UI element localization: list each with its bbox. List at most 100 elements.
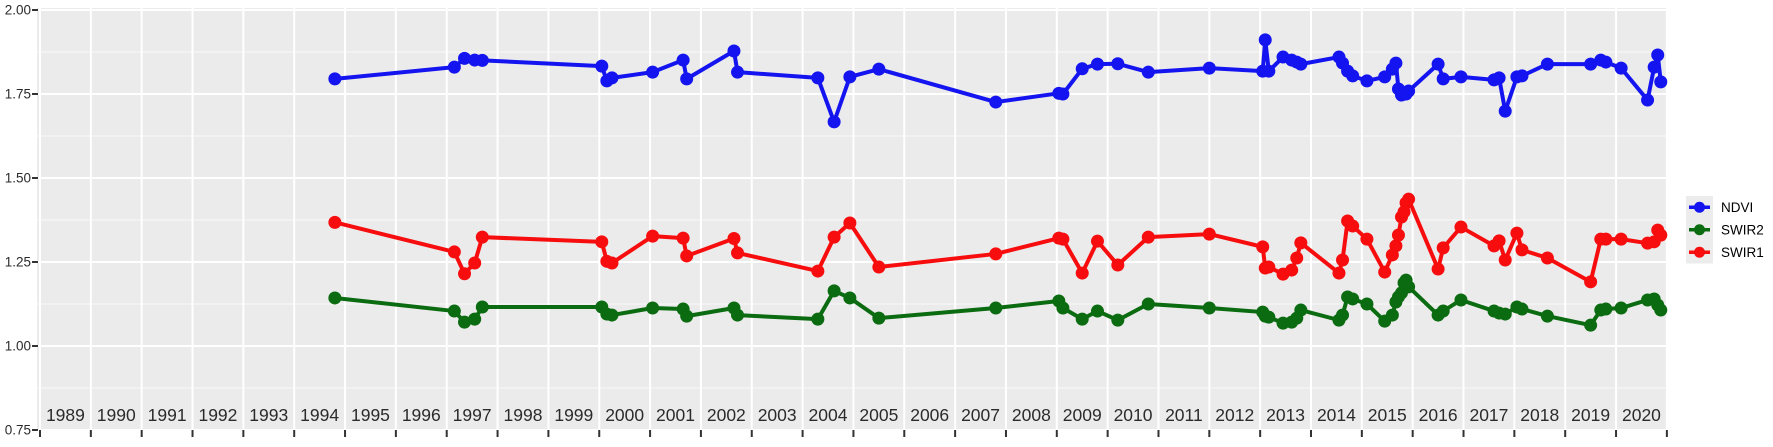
data-point-swir2 xyxy=(1360,297,1374,311)
data-point-ndvi xyxy=(1641,93,1655,107)
x-axis-year-label: 1992 xyxy=(198,405,237,425)
data-point-swir2 xyxy=(1454,293,1468,307)
data-point-swir1 xyxy=(1202,227,1216,241)
data-point-swir2 xyxy=(1402,280,1416,294)
data-point-ndvi xyxy=(1498,104,1512,118)
data-point-ndvi xyxy=(1346,69,1360,83)
x-axis-year-label: 1990 xyxy=(97,405,136,425)
y-axis-tick-label: 1.50 xyxy=(5,171,31,186)
data-point-swir1 xyxy=(1056,232,1070,246)
data-point-swir1 xyxy=(827,230,841,244)
y-axis-tick-label: 2.00 xyxy=(5,3,31,18)
data-point-ndvi xyxy=(1431,57,1445,71)
data-point-ndvi xyxy=(680,72,694,86)
data-point-swir1 xyxy=(1454,220,1468,234)
data-point-swir1 xyxy=(1599,232,1613,246)
data-point-swir2 xyxy=(1498,307,1512,321)
data-point-swir1 xyxy=(1402,192,1416,206)
data-point-ndvi xyxy=(1141,65,1155,79)
data-point-swir1 xyxy=(1391,228,1405,242)
x-axis-year-label: 2017 xyxy=(1469,405,1508,425)
data-point-swir1 xyxy=(811,264,825,278)
data-point-swir2 xyxy=(827,284,841,298)
data-point-ndvi xyxy=(605,71,619,85)
data-point-swir1 xyxy=(1111,258,1125,272)
y-axis-tick-label: 1.75 xyxy=(5,87,31,102)
data-point-swir2 xyxy=(680,309,694,323)
x-axis-year-label: 2004 xyxy=(809,405,848,425)
data-point-ndvi xyxy=(827,115,841,129)
data-point-swir1 xyxy=(731,246,745,260)
x-axis-year-label: 2008 xyxy=(1012,405,1051,425)
data-point-swir2 xyxy=(1614,301,1628,315)
x-axis-year-label: 1993 xyxy=(249,405,288,425)
data-point-swir2 xyxy=(872,311,886,325)
data-point-ndvi xyxy=(989,95,1003,109)
data-point-swir1 xyxy=(1515,243,1529,257)
x-axis-year-label: 2016 xyxy=(1419,405,1458,425)
x-axis-year-label: 2019 xyxy=(1571,405,1610,425)
data-point-swir1 xyxy=(1256,240,1270,254)
data-point-swir1 xyxy=(1141,230,1155,244)
data-point-ndvi xyxy=(1436,72,1450,86)
legend-label-swir2: SWIR2 xyxy=(1721,222,1764,237)
data-point-swir1 xyxy=(1436,241,1450,255)
data-point-ndvi xyxy=(1584,57,1598,71)
data-point-swir2 xyxy=(1056,301,1070,315)
data-point-swir2 xyxy=(1336,308,1350,322)
data-point-ndvi xyxy=(1056,87,1070,101)
data-point-swir1 xyxy=(1431,262,1445,276)
data-point-ndvi xyxy=(676,53,690,67)
x-axis-year-label: 1996 xyxy=(402,405,441,425)
data-point-ndvi xyxy=(458,51,472,65)
data-point-swir2 xyxy=(1202,301,1216,315)
data-point-swir1 xyxy=(989,247,1003,261)
data-point-swir2 xyxy=(1515,302,1529,316)
data-point-swir1 xyxy=(1090,234,1104,248)
x-axis-year-label: 2010 xyxy=(1114,405,1153,425)
x-axis-year-label: 1991 xyxy=(148,405,187,425)
data-point-ndvi xyxy=(646,65,660,79)
data-point-swir2 xyxy=(1090,304,1104,318)
data-point-swir2 xyxy=(475,300,489,314)
x-axis-year-label: 2002 xyxy=(707,405,746,425)
legend-label-swir1: SWIR1 xyxy=(1721,245,1764,260)
data-point-ndvi xyxy=(1111,57,1125,71)
x-axis-year-label: 2009 xyxy=(1063,405,1102,425)
x-axis-year-label: 1994 xyxy=(300,405,339,425)
data-point-swir1 xyxy=(447,245,461,259)
data-point-ndvi xyxy=(1647,60,1661,74)
data-point-swir1 xyxy=(872,260,886,274)
data-point-swir1 xyxy=(1584,275,1598,289)
x-axis-year-label: 1997 xyxy=(453,405,492,425)
data-point-swir2 xyxy=(1141,297,1155,311)
data-point-swir2 xyxy=(1599,302,1613,316)
x-axis-year-label: 2020 xyxy=(1622,405,1661,425)
data-point-ndvi xyxy=(1492,71,1506,85)
x-axis-year-label: 2005 xyxy=(859,405,898,425)
data-point-swir1 xyxy=(1654,228,1668,242)
data-point-swir2 xyxy=(731,308,745,322)
data-point-ndvi xyxy=(811,71,825,85)
data-point-swir1 xyxy=(1614,232,1628,246)
data-point-swir1 xyxy=(1294,236,1308,250)
data-point-swir1 xyxy=(595,235,609,249)
data-point-ndvi xyxy=(1090,57,1104,71)
x-axis-year-label: 1995 xyxy=(351,405,390,425)
x-axis-year-label: 2015 xyxy=(1368,405,1407,425)
data-point-ndvi xyxy=(1614,61,1628,75)
data-point-swir2 xyxy=(1294,303,1308,317)
data-point-swir2 xyxy=(1262,310,1276,324)
data-point-swir2 xyxy=(1385,308,1399,322)
data-point-swir1 xyxy=(328,215,342,229)
data-point-ndvi xyxy=(1402,84,1416,98)
x-axis-year-label: 2000 xyxy=(605,405,644,425)
x-axis-year-label: 2001 xyxy=(656,405,695,425)
data-point-ndvi xyxy=(447,60,461,74)
x-axis-year-label: 1989 xyxy=(46,405,85,425)
data-point-ndvi xyxy=(1262,64,1276,78)
data-point-swir1 xyxy=(1378,265,1392,279)
data-point-swir1 xyxy=(727,231,741,245)
